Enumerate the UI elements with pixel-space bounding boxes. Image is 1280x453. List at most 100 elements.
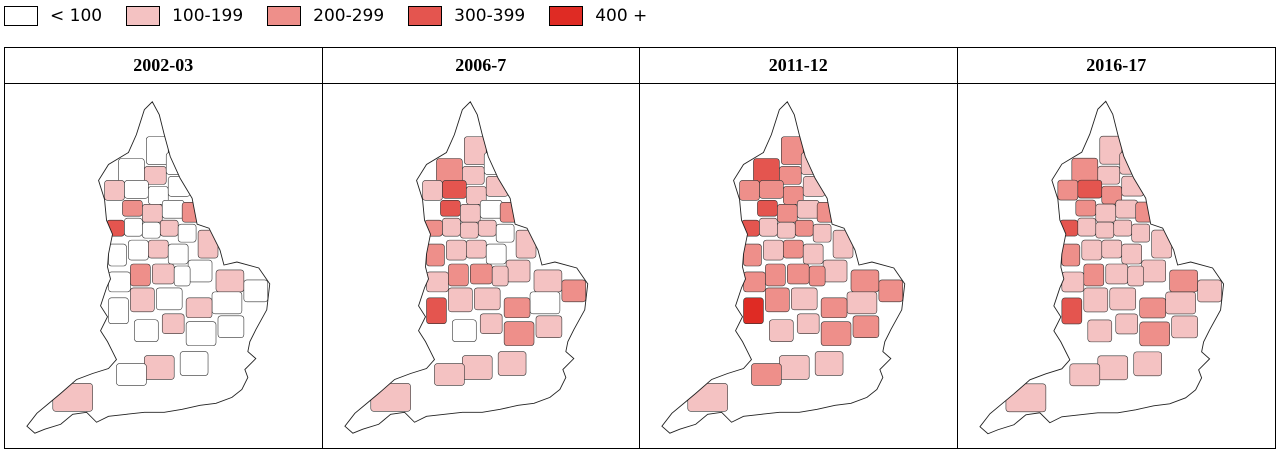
region-area xyxy=(1077,217,1096,237)
region-area xyxy=(1094,203,1116,223)
region-area xyxy=(124,217,143,237)
legend-label: < 100 xyxy=(50,6,103,26)
region-area xyxy=(503,297,530,319)
region-area xyxy=(529,291,560,315)
legend-swatch xyxy=(408,6,443,26)
region-area xyxy=(757,200,778,217)
region-area xyxy=(130,263,151,287)
region-area xyxy=(1077,179,1102,199)
region-area xyxy=(802,176,826,197)
region-area xyxy=(128,239,149,261)
region-area xyxy=(822,259,848,283)
region-area xyxy=(179,351,209,376)
region-area xyxy=(796,313,820,334)
region-area xyxy=(1061,297,1082,325)
region-area xyxy=(104,180,125,201)
region-area xyxy=(447,263,469,287)
region-area xyxy=(485,243,506,265)
region-area xyxy=(816,202,838,223)
region-area xyxy=(878,279,904,303)
region-area xyxy=(421,180,443,201)
region-area xyxy=(777,203,798,223)
region-area xyxy=(479,313,502,334)
region-area xyxy=(142,203,163,223)
region-area xyxy=(765,287,790,313)
region-area xyxy=(130,287,155,313)
region-area xyxy=(1130,223,1150,243)
region-area xyxy=(445,239,467,261)
region-area xyxy=(1164,291,1196,315)
region-area xyxy=(503,321,534,346)
region-area xyxy=(533,269,562,293)
england-map xyxy=(661,101,906,434)
region-area xyxy=(159,219,179,237)
region-area xyxy=(425,271,449,293)
region-area xyxy=(152,263,175,285)
region-area xyxy=(1138,297,1166,319)
region-area xyxy=(108,297,129,325)
region-area xyxy=(211,291,243,315)
region-area xyxy=(1196,279,1222,303)
region-area xyxy=(846,291,878,315)
region-area xyxy=(473,287,500,311)
region-area xyxy=(759,217,778,237)
region-area xyxy=(177,223,197,243)
region-area xyxy=(439,200,461,217)
region-area xyxy=(1096,355,1128,381)
region-area xyxy=(741,219,760,237)
region-area xyxy=(491,265,508,287)
region-area xyxy=(459,203,481,223)
region-area xyxy=(167,243,189,265)
region-area xyxy=(1120,175,1144,197)
region-area xyxy=(155,287,183,311)
region-area xyxy=(1096,165,1120,185)
region-area xyxy=(161,313,185,334)
england-coastline xyxy=(978,100,1224,435)
region-area xyxy=(1086,319,1112,343)
region-area xyxy=(783,239,804,259)
region-area xyxy=(802,243,824,265)
region-area xyxy=(1061,271,1084,293)
region-area xyxy=(1100,239,1122,259)
region-area xyxy=(751,363,782,386)
region-area xyxy=(108,243,127,267)
region-area xyxy=(561,279,586,303)
region-area xyxy=(217,315,245,338)
region-area xyxy=(425,243,445,267)
region-area xyxy=(832,229,854,259)
region-area xyxy=(451,319,477,342)
england-map xyxy=(26,101,271,434)
region-area xyxy=(1083,263,1104,287)
region-area xyxy=(1075,199,1096,217)
region-area xyxy=(808,265,826,287)
region-area xyxy=(1094,221,1114,239)
region-area xyxy=(687,383,728,412)
england-coastline xyxy=(661,101,906,434)
region-area xyxy=(1081,239,1102,261)
region-area xyxy=(743,297,764,325)
region-area xyxy=(465,239,487,259)
region-area xyxy=(485,176,508,197)
panel-title: 2002-03 xyxy=(5,48,323,84)
region-area xyxy=(165,152,187,175)
region-area xyxy=(739,180,760,201)
region-area xyxy=(181,202,203,223)
region-area xyxy=(106,219,125,237)
region-area xyxy=(463,136,487,165)
region-area xyxy=(433,363,465,386)
region-area xyxy=(243,279,269,303)
region-area xyxy=(167,176,191,197)
region-area xyxy=(812,223,832,243)
panel-title: 2016-17 xyxy=(957,48,1275,84)
region-area xyxy=(483,152,504,175)
region-area xyxy=(743,271,766,293)
region-area xyxy=(781,136,804,165)
region-area xyxy=(369,383,411,412)
region-area xyxy=(800,152,822,175)
england-map xyxy=(343,101,588,434)
region-area xyxy=(765,263,786,287)
region-area xyxy=(469,263,492,285)
region-area xyxy=(1140,259,1166,283)
legend-swatch xyxy=(267,6,302,26)
legend-swatch xyxy=(549,6,584,26)
